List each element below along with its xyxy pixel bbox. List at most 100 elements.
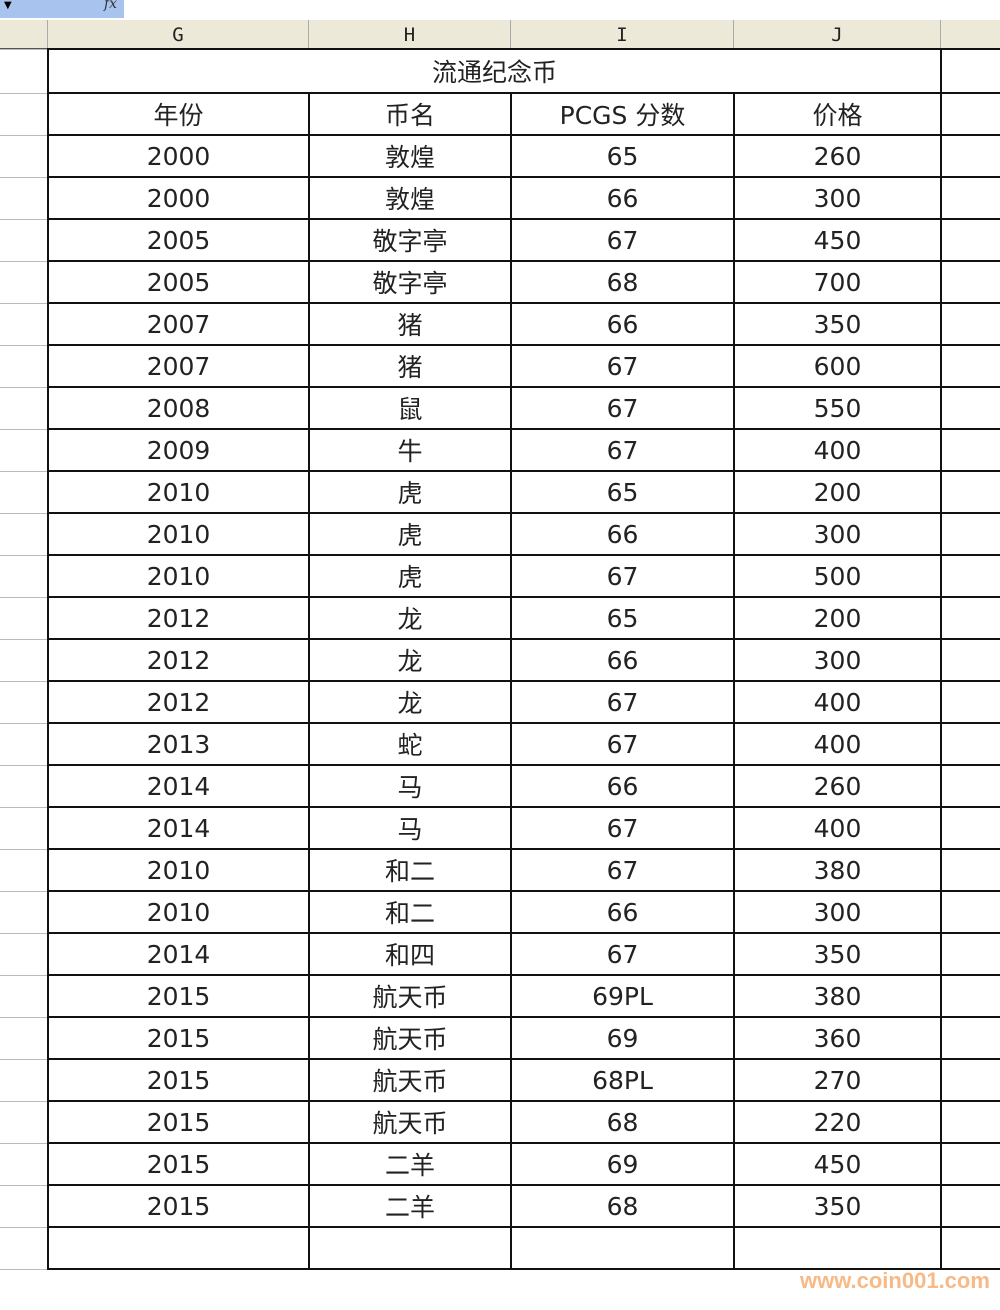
cell-pcgs-score[interactable]: 68PL xyxy=(510,1058,735,1102)
cell-coin-name[interactable]: 龙 xyxy=(308,596,512,640)
row-header[interactable] xyxy=(0,764,49,808)
cell-year[interactable]: 2014 xyxy=(47,806,310,850)
cell-pcgs-score[interactable]: 67 xyxy=(510,386,735,430)
cell[interactable] xyxy=(940,218,1000,262)
row-header[interactable] xyxy=(0,1226,49,1270)
cell[interactable] xyxy=(940,1184,1000,1228)
row-header[interactable] xyxy=(0,176,49,220)
cell-price[interactable]: 400 xyxy=(733,806,942,850)
row-header[interactable] xyxy=(0,1016,49,1060)
cell-year[interactable]: 2010 xyxy=(47,890,310,934)
dropdown-arrow-icon[interactable]: ▼ xyxy=(4,0,12,11)
cell-coin-name[interactable]: 航天币 xyxy=(308,1016,512,1060)
cell-price[interactable]: 300 xyxy=(733,890,942,934)
table-title[interactable]: 流通纪念币 xyxy=(47,48,942,94)
cell-year[interactable]: 2015 xyxy=(47,1100,310,1144)
cell[interactable] xyxy=(510,1226,735,1270)
cell[interactable] xyxy=(940,92,1000,136)
cell-pcgs-score[interactable]: 67 xyxy=(510,806,735,850)
cell[interactable] xyxy=(308,1226,512,1270)
cell[interactable] xyxy=(940,638,1000,682)
cell-coin-name[interactable]: 敬字亭 xyxy=(308,218,512,262)
cell-pcgs-score[interactable]: 68 xyxy=(510,1100,735,1144)
cell[interactable] xyxy=(940,1142,1000,1186)
cell-year[interactable]: 2015 xyxy=(47,1016,310,1060)
header-coin-name[interactable]: 币名 xyxy=(308,92,512,136)
cell[interactable] xyxy=(940,302,1000,346)
header-pcgs-score[interactable]: PCGS 分数 xyxy=(510,92,735,136)
row-header[interactable] xyxy=(0,890,49,934)
cell-pcgs-score[interactable]: 67 xyxy=(510,680,735,724)
cell[interactable] xyxy=(940,932,1000,976)
cell-year[interactable]: 2007 xyxy=(47,344,310,388)
row-header[interactable] xyxy=(0,344,49,388)
cell-coin-name[interactable]: 和二 xyxy=(308,848,512,892)
row-header[interactable] xyxy=(0,92,49,136)
cell-price[interactable]: 200 xyxy=(733,470,942,514)
cell-price[interactable]: 350 xyxy=(733,302,942,346)
cell-year[interactable]: 2010 xyxy=(47,470,310,514)
cell-price[interactable]: 450 xyxy=(733,1142,942,1186)
cell-year[interactable]: 2005 xyxy=(47,218,310,262)
cell-pcgs-score[interactable]: 66 xyxy=(510,890,735,934)
cell-price[interactable]: 220 xyxy=(733,1100,942,1144)
cell-pcgs-score[interactable]: 66 xyxy=(510,512,735,556)
cell-coin-name[interactable]: 航天币 xyxy=(308,1100,512,1144)
cell-pcgs-score[interactable]: 65 xyxy=(510,470,735,514)
cell-coin-name[interactable]: 敬字亭 xyxy=(308,260,512,304)
cell-year[interactable]: 2010 xyxy=(47,512,310,556)
cell[interactable] xyxy=(940,1058,1000,1102)
cell-pcgs-score[interactable]: 68 xyxy=(510,260,735,304)
cell[interactable] xyxy=(940,134,1000,178)
cell[interactable] xyxy=(940,428,1000,472)
cell[interactable] xyxy=(940,890,1000,934)
cell[interactable] xyxy=(940,512,1000,556)
cell[interactable] xyxy=(940,722,1000,766)
cell-pcgs-score[interactable]: 67 xyxy=(510,932,735,976)
cell-pcgs-score[interactable]: 67 xyxy=(510,428,735,472)
cell-coin-name[interactable]: 二羊 xyxy=(308,1142,512,1186)
cell-price[interactable]: 300 xyxy=(733,638,942,682)
cell-year[interactable]: 2013 xyxy=(47,722,310,766)
cell[interactable] xyxy=(733,1226,942,1270)
cell-pcgs-score[interactable]: 65 xyxy=(510,596,735,640)
row-header[interactable] xyxy=(0,806,49,850)
cell[interactable] xyxy=(940,806,1000,850)
row-header[interactable] xyxy=(0,470,49,514)
cell-price[interactable]: 500 xyxy=(733,554,942,598)
cell-price[interactable]: 260 xyxy=(733,134,942,178)
select-all-corner[interactable] xyxy=(0,20,48,48)
cell-pcgs-score[interactable]: 65 xyxy=(510,134,735,178)
cell-year[interactable]: 2008 xyxy=(47,386,310,430)
cell-year[interactable]: 2012 xyxy=(47,596,310,640)
cell-pcgs-score[interactable]: 67 xyxy=(510,722,735,766)
name-box[interactable]: ▼ xyxy=(0,0,124,18)
row-header[interactable] xyxy=(0,722,49,766)
header-year[interactable]: 年份 xyxy=(47,92,310,136)
column-header-j[interactable]: J xyxy=(734,20,941,48)
cell[interactable] xyxy=(940,470,1000,514)
cell-pcgs-score[interactable]: 66 xyxy=(510,764,735,808)
row-header[interactable] xyxy=(0,1184,49,1228)
row-header[interactable] xyxy=(0,554,49,598)
cell-coin-name[interactable]: 敦煌 xyxy=(308,176,512,220)
cell[interactable] xyxy=(940,48,1000,94)
cell-coin-name[interactable]: 和四 xyxy=(308,932,512,976)
row-header[interactable] xyxy=(0,260,49,304)
column-header-k[interactable] xyxy=(941,20,1000,48)
cell-price[interactable]: 270 xyxy=(733,1058,942,1102)
cell-pcgs-score[interactable]: 66 xyxy=(510,176,735,220)
cell-year[interactable]: 2010 xyxy=(47,554,310,598)
column-header-h[interactable]: H xyxy=(309,20,511,48)
cell-coin-name[interactable]: 猪 xyxy=(308,344,512,388)
row-header[interactable] xyxy=(0,1100,49,1144)
cell[interactable] xyxy=(940,1226,1000,1270)
row-header[interactable] xyxy=(0,386,49,430)
row-header[interactable] xyxy=(0,680,49,724)
row-header[interactable] xyxy=(0,302,49,346)
cell-year[interactable]: 2000 xyxy=(47,134,310,178)
cell-coin-name[interactable]: 航天币 xyxy=(308,974,512,1018)
cell-price[interactable]: 400 xyxy=(733,680,942,724)
cell[interactable] xyxy=(940,596,1000,640)
row-header[interactable] xyxy=(0,974,49,1018)
